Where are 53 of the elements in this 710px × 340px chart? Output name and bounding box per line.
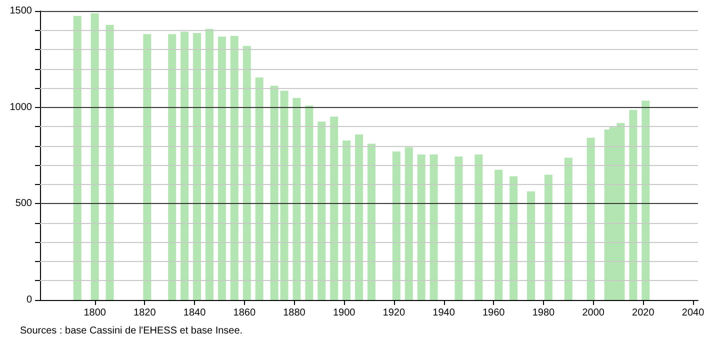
bar bbox=[305, 106, 314, 300]
bar bbox=[180, 32, 189, 300]
x-tick-label: 1880 bbox=[283, 308, 306, 318]
bar bbox=[242, 46, 251, 300]
x-tick-label: 1820 bbox=[134, 308, 156, 318]
bar bbox=[193, 32, 202, 300]
bar bbox=[367, 144, 376, 300]
bar bbox=[342, 140, 351, 300]
bar bbox=[527, 191, 536, 300]
x-tick-label: 1800 bbox=[84, 308, 106, 318]
source-note: Sources : base Cassini de l'EHESS et base Insee. bbox=[20, 326, 243, 336]
bar bbox=[280, 90, 288, 300]
y-tick-label: 1500 bbox=[10, 6, 32, 16]
x-tick-label: 1940 bbox=[432, 308, 456, 318]
x-tick-label: 1980 bbox=[532, 308, 556, 318]
bar bbox=[642, 100, 650, 300]
y-tick-label: 500 bbox=[15, 198, 32, 210]
bar bbox=[330, 116, 338, 300]
x-tick-label: 2020 bbox=[632, 308, 655, 318]
bar bbox=[454, 156, 463, 300]
bar bbox=[230, 36, 238, 300]
bar bbox=[417, 154, 426, 300]
y-tick-label: 0 bbox=[26, 294, 32, 306]
bar bbox=[474, 154, 483, 300]
bar bbox=[392, 151, 400, 300]
bar bbox=[629, 110, 638, 300]
bar bbox=[205, 28, 214, 300]
bar bbox=[430, 154, 438, 300]
bar bbox=[73, 16, 82, 300]
bar bbox=[292, 98, 301, 300]
bar bbox=[270, 86, 278, 300]
bar bbox=[404, 147, 413, 300]
x-tick-label: 1860 bbox=[233, 308, 256, 318]
bar bbox=[318, 122, 326, 300]
x-tick-label: 1900 bbox=[332, 308, 356, 318]
y-tick-label: 1000 bbox=[10, 102, 32, 113]
bar bbox=[494, 170, 503, 300]
x-tick-label: 1920 bbox=[382, 308, 406, 318]
bar bbox=[90, 13, 99, 300]
bar bbox=[106, 24, 114, 300]
bar bbox=[564, 158, 572, 300]
bar bbox=[355, 134, 364, 300]
x-tick-label: 2000 bbox=[582, 308, 605, 318]
bar bbox=[544, 174, 552, 300]
bar bbox=[218, 36, 226, 300]
x-tick-label: 2040 bbox=[682, 308, 705, 318]
bar bbox=[255, 77, 264, 300]
bar bbox=[168, 34, 176, 300]
bar bbox=[143, 34, 152, 300]
x-tick-label: 1840 bbox=[183, 308, 206, 318]
bar bbox=[510, 176, 518, 300]
x-tick-label: 1960 bbox=[482, 308, 506, 318]
bar bbox=[586, 138, 595, 300]
